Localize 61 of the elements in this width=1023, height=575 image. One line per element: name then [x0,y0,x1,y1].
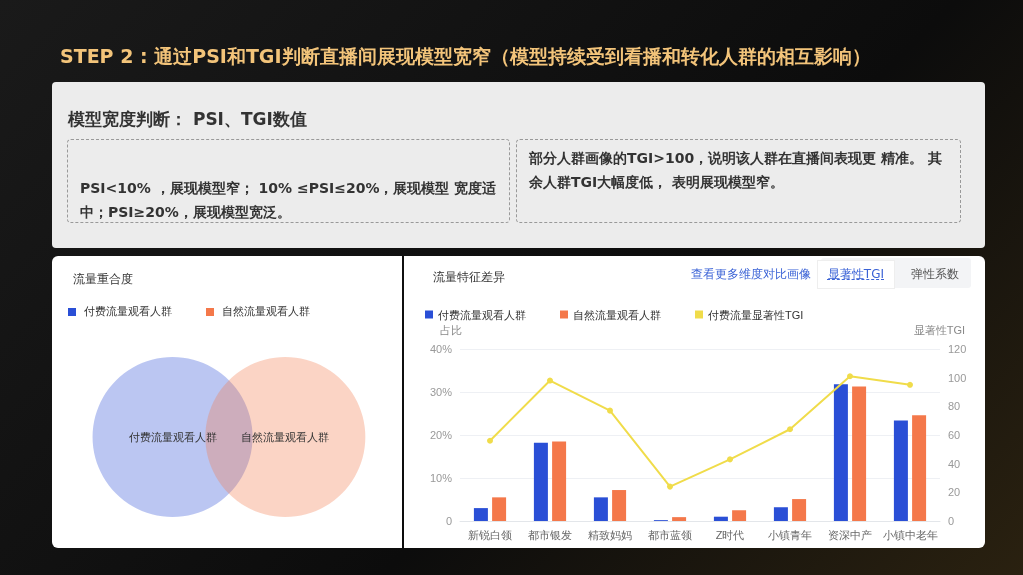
x-tick-label: 资深中产 [828,528,872,541]
text: PSI<10% ，展现模型窄； 10% ≤PSI≤20%，展现模型 宽度适中；PSI≥20%，展现模型宽泛。 [67,139,510,223]
bar [912,415,927,521]
bar [852,386,867,521]
text: 流量重合度 [73,272,133,286]
y-tick-label: 10% [429,472,453,484]
text: STEP 2 : 通过PSI和TGI判断直播间展现模型宽窄（模型持续受到看播和转化人群的相互影响） [60,44,871,69]
point [787,426,793,433]
bar [552,441,567,521]
bar [612,490,627,521]
bar [893,420,908,521]
bar [672,517,687,521]
point [547,377,553,384]
bar [792,499,807,521]
category-label: 付费流量观看人群 [128,431,217,443]
y2-tick-label: 60 [948,429,961,441]
legend-label: 付费流量观看人群 [438,308,526,321]
x-tick-label: 小镇青年 [768,528,812,541]
y2-tick-label: 120 [948,343,967,355]
chart-title: 流量特征差异 [433,270,505,284]
y2-tick-label: 20 [948,486,961,499]
y2-tick-label: 40 [948,457,961,470]
y-tick-label: 0 [445,515,452,527]
bar [732,510,747,521]
bar [833,384,848,521]
category-label: 自然流量观看人群 [241,431,330,443]
bar [473,508,488,521]
point [847,373,853,380]
bar [713,516,728,521]
text: 显著性TGI [816,260,895,289]
y-axis-title: 占比 [440,323,462,336]
point [607,407,613,414]
y-tick-label: 20% [429,429,453,441]
x-tick-label: Z时代 [715,528,745,541]
bar [593,497,608,521]
y-tick-label: 30% [429,386,453,398]
text: 模型宽度判断： PSI、TGI数值 [68,108,307,131]
legend-label: 付费流量显著性TGI [708,308,804,321]
y2-tick-label: 0 [948,515,955,527]
point [487,437,493,444]
category-label: 付费流量观看人群 [84,305,172,318]
bar [773,507,788,521]
y2-axis-title: 显著性TGI [913,323,965,336]
bar [492,497,507,521]
point [907,381,913,388]
y2-tick-label: 80 [948,400,961,413]
text: 弹性系数 [911,266,959,283]
y-tick-label: 40% [429,343,453,355]
legend-label: 自然流量观看人群 [573,308,661,321]
x-tick-label: 新锐白领 [468,528,512,541]
x-tick-label: 精致妈妈 [588,528,632,541]
category-label: 自然流量观看人群 [222,305,310,318]
point [727,456,733,463]
text: 查看更多维度对比画像 [691,266,811,283]
x-tick-label: 小镇中老年 [882,528,938,541]
x-tick-label: 都市银发 [528,528,572,541]
y2-tick-label: 100 [948,371,967,384]
text: 部分人群画像的TGI>100，说明该人群在直播间表现更 精准。 其余人群TGI大幅度低， 表明展现模型窄。 [516,139,961,223]
point [667,483,673,490]
bar [533,442,548,521]
x-tick-label: 都市蓝领 [648,528,692,541]
